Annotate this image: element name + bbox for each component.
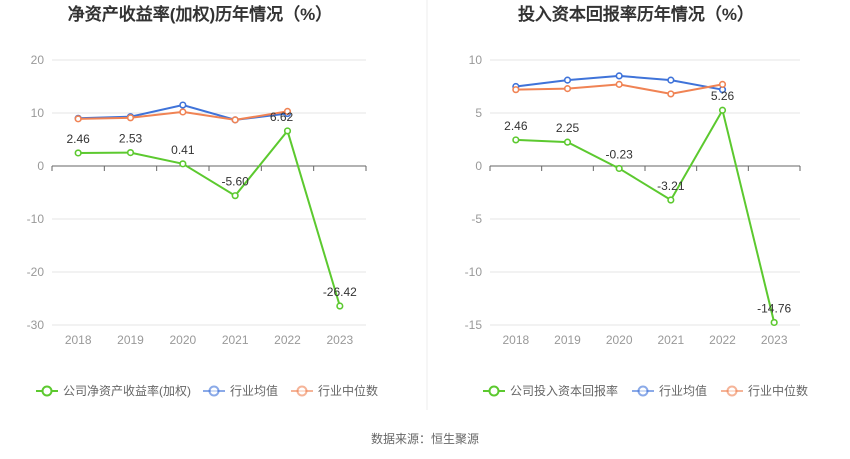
x-tick-label: 2020 bbox=[169, 333, 196, 347]
data-point bbox=[512, 136, 520, 144]
y-tick-label: -15 bbox=[465, 318, 483, 332]
legend-swatch-marker bbox=[726, 385, 738, 397]
data-label: 2.46 bbox=[504, 119, 528, 133]
data-point bbox=[179, 101, 187, 109]
legend-item[interactable]: 行业中位数 bbox=[721, 383, 808, 398]
legend-label: 行业均值 bbox=[230, 383, 278, 398]
legend-label: 行业中位数 bbox=[318, 383, 378, 398]
data-point bbox=[283, 127, 292, 135]
data-label: 6.62 bbox=[270, 110, 294, 124]
legend-label: 行业中位数 bbox=[748, 383, 808, 398]
data-label: 2.46 bbox=[66, 132, 90, 146]
chart-title: 投入资本回报率历年情况（%） bbox=[518, 4, 754, 24]
data-point bbox=[667, 90, 675, 98]
legend-item[interactable]: 行业均值 bbox=[203, 383, 278, 398]
legend-swatch-marker bbox=[637, 385, 649, 397]
data-label: 2.25 bbox=[556, 121, 580, 135]
data-point bbox=[231, 192, 239, 200]
data-label: -14.76 bbox=[757, 301, 791, 315]
y-tick-label: -10 bbox=[27, 212, 45, 226]
data-point bbox=[563, 85, 572, 93]
y-tick-label: -5 bbox=[471, 212, 482, 226]
y-tick-label: 0 bbox=[37, 159, 44, 173]
y-tick-label: -30 bbox=[27, 318, 45, 332]
y-tick-label: 10 bbox=[31, 106, 45, 120]
legend-swatch-marker bbox=[208, 385, 220, 397]
data-point bbox=[563, 76, 572, 84]
chart-panel-2: 投入资本回报率历年情况（%） 10 5 0 -5 -10 -15 2018 2019 2020 20… bbox=[465, 4, 808, 398]
data-point bbox=[615, 164, 623, 173]
data-point bbox=[179, 160, 187, 168]
y-tick-label: -10 bbox=[465, 265, 483, 279]
data-point bbox=[179, 108, 187, 116]
x-tick-label: 2018 bbox=[65, 333, 92, 347]
chart-title: 净资产收益率(加权)历年情况（%） bbox=[68, 4, 332, 24]
y-tick-label: -20 bbox=[27, 265, 45, 279]
data-label: -26.42 bbox=[323, 285, 357, 299]
legend-swatch-marker bbox=[296, 385, 308, 397]
legend-item[interactable]: 行业均值 bbox=[632, 383, 707, 398]
data-label: 5.26 bbox=[711, 89, 735, 103]
data-label: -3.21 bbox=[657, 179, 685, 193]
data-point bbox=[667, 76, 675, 84]
x-tick-label: 2022 bbox=[274, 333, 301, 347]
source-note: 数据来源：恒生聚源 bbox=[371, 431, 479, 446]
x-tick-label: 2023 bbox=[761, 333, 788, 347]
legend-swatch-marker bbox=[41, 385, 53, 397]
legend-label: 行业均值 bbox=[659, 383, 707, 398]
legend-item[interactable]: 公司投入资本回报率 bbox=[483, 383, 618, 398]
x-tick-label: 2021 bbox=[222, 333, 249, 347]
data-point bbox=[615, 80, 623, 88]
data-point bbox=[512, 86, 520, 94]
x-tick-label: 2022 bbox=[709, 333, 736, 347]
data-point bbox=[770, 318, 778, 327]
data-point bbox=[126, 148, 135, 157]
legend-swatch-marker bbox=[488, 385, 500, 397]
legend-item[interactable]: 公司净资产收益率(加权) bbox=[36, 383, 191, 398]
legend-item[interactable]: 行业中位数 bbox=[291, 383, 378, 398]
data-point bbox=[74, 115, 82, 123]
legend-label: 公司净资产收益率(加权) bbox=[63, 383, 191, 398]
legend-label: 公司投入资本回报率 bbox=[510, 383, 618, 398]
x-tick-label: 2018 bbox=[502, 333, 529, 347]
y-tick-label: 10 bbox=[469, 53, 483, 67]
data-label: -5.60 bbox=[221, 175, 249, 189]
x-tick-label: 2019 bbox=[554, 333, 581, 347]
data-point bbox=[74, 149, 82, 157]
data-point bbox=[563, 138, 572, 146]
y-tick-label: 5 bbox=[475, 106, 482, 120]
data-point bbox=[615, 72, 623, 80]
y-tick-label: 20 bbox=[31, 53, 45, 67]
data-point bbox=[718, 80, 727, 88]
data-label: 0.41 bbox=[171, 143, 195, 157]
data-point bbox=[126, 114, 135, 122]
data-point bbox=[283, 107, 292, 116]
x-tick-label: 2020 bbox=[606, 333, 633, 347]
series-line bbox=[78, 128, 341, 307]
data-label: -0.23 bbox=[605, 147, 633, 161]
x-tick-label: 2019 bbox=[117, 333, 144, 347]
series-line bbox=[515, 107, 776, 323]
data-point bbox=[718, 106, 727, 114]
chart-panel-1: 净资产收益率(加权)历年情况（%） 20 10 0 -10 -20 -30 2018 2019 2… bbox=[27, 4, 378, 398]
x-tick-label: 2021 bbox=[657, 333, 684, 347]
data-point bbox=[667, 196, 675, 204]
y-tick-label: 0 bbox=[475, 159, 482, 173]
data-point bbox=[336, 302, 344, 310]
data-label: 2.53 bbox=[119, 132, 143, 146]
x-tick-label: 2023 bbox=[326, 333, 353, 347]
data-point bbox=[231, 116, 239, 124]
